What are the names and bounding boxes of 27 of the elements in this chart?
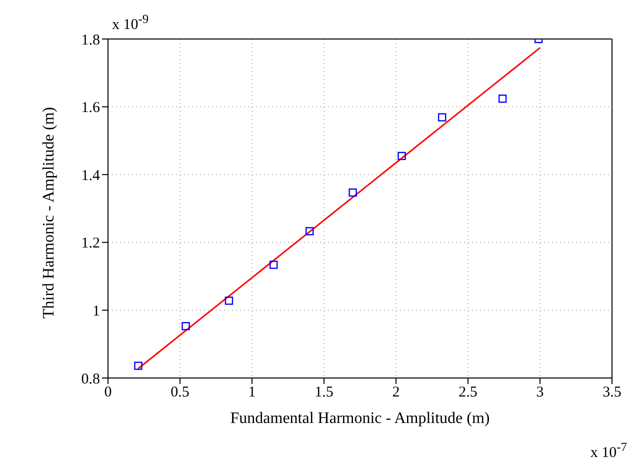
x-tick-label: 2.5 xyxy=(458,384,478,401)
y-tick-label: 1.2 xyxy=(81,236,100,252)
y-tick-label: 1 xyxy=(92,304,100,320)
point xyxy=(306,227,314,236)
x-tick-label: 3.5 xyxy=(602,384,622,401)
point xyxy=(270,260,278,269)
x-tick-label: 1 xyxy=(248,384,256,401)
point xyxy=(224,296,234,305)
y-tick-label: 1.8 xyxy=(81,32,100,48)
x-tick-label: 2 xyxy=(392,384,400,401)
x-axis-title: Fundamental Harmonic - Amplitude (m) xyxy=(230,410,490,427)
x-tick-label: 0.5 xyxy=(170,384,190,401)
text: x 10$^{-9}$ xyxy=(112,12,149,34)
point xyxy=(438,113,446,122)
point xyxy=(498,94,507,103)
point xyxy=(398,152,406,160)
point xyxy=(182,322,190,330)
x-tick-label: 3 xyxy=(536,384,544,401)
text: x 10$^{-7}$ xyxy=(590,440,627,462)
point xyxy=(134,362,142,370)
point xyxy=(348,188,357,197)
y-axis-title: Third Harmonic - Amplitude (m) xyxy=(40,106,58,318)
y-tick-label: 1.4 xyxy=(81,168,100,184)
y-tick-label: 0.8 xyxy=(81,371,100,388)
x-tick-label: 0 xyxy=(104,384,112,401)
x-tick-label: 1.5 xyxy=(314,384,334,401)
y-tick-label: 1.6 xyxy=(81,100,100,116)
